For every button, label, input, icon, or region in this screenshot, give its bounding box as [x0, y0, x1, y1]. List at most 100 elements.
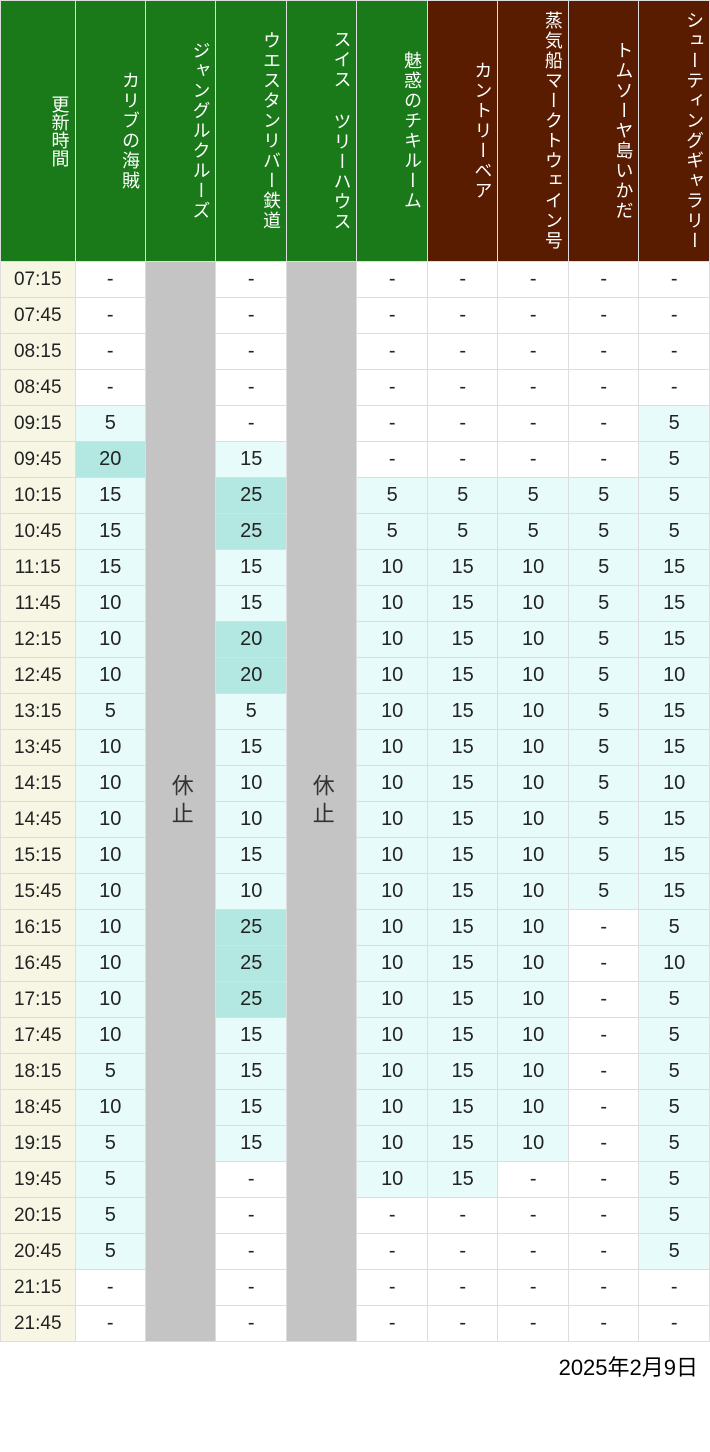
wait-cell: - [498, 370, 568, 406]
wait-cell: 15 [216, 586, 286, 622]
wait-cell: 10 [498, 874, 568, 910]
wait-cell: 10 [75, 766, 145, 802]
time-cell: 13:45 [1, 730, 76, 766]
wait-cell: - [568, 370, 638, 406]
wait-cell: 15 [75, 550, 145, 586]
wait-cell: - [568, 442, 638, 478]
wait-cell: 15 [427, 730, 497, 766]
wait-cell: 20 [216, 622, 286, 658]
wait-cell: 10 [498, 694, 568, 730]
wait-cell: 5 [75, 1234, 145, 1270]
wait-cell: - [427, 406, 497, 442]
wait-cell: 10 [75, 1090, 145, 1126]
wait-cell: 15 [427, 1090, 497, 1126]
wait-cell: - [75, 370, 145, 406]
wait-cell: - [568, 406, 638, 442]
wait-cell: - [568, 1270, 638, 1306]
column-header-shooting: シューティングギャラリー [639, 1, 710, 262]
time-cell: 07:15 [1, 262, 76, 298]
wait-cell: 10 [357, 766, 427, 802]
wait-cell: - [568, 910, 638, 946]
wait-cell: 15 [427, 802, 497, 838]
wait-cell: 10 [498, 1090, 568, 1126]
wait-cell: 10 [639, 766, 710, 802]
wait-cell: 25 [216, 982, 286, 1018]
wait-cell: - [568, 946, 638, 982]
wait-cell: 15 [427, 1018, 497, 1054]
column-header-tiki: 魅惑のチキルーム [357, 1, 427, 262]
wait-cell: 15 [427, 838, 497, 874]
wait-cell: 15 [216, 838, 286, 874]
wait-cell: - [568, 982, 638, 1018]
wait-cell: 10 [216, 766, 286, 802]
time-cell: 11:15 [1, 550, 76, 586]
wait-cell: 15 [427, 874, 497, 910]
wait-cell: 15 [216, 442, 286, 478]
wait-cell: - [357, 262, 427, 298]
time-cell: 20:45 [1, 1234, 76, 1270]
wait-cell: 5 [75, 406, 145, 442]
wait-cell: 5 [357, 478, 427, 514]
column-header-caribbean: カリブの海賊 [75, 1, 145, 262]
header-row: 更新時間カリブの海賊ジャングルクルーズウエスタンリバー鉄道スイス ツリーハウス魅… [1, 1, 710, 262]
wait-cell: - [357, 1306, 427, 1342]
time-cell: 18:45 [1, 1090, 76, 1126]
wait-cell: - [568, 262, 638, 298]
wait-cell: - [427, 442, 497, 478]
wait-cell: 5 [639, 1126, 710, 1162]
wait-cell: 15 [427, 766, 497, 802]
wait-cell: 25 [216, 478, 286, 514]
wait-cell: 10 [75, 838, 145, 874]
time-cell: 19:15 [1, 1126, 76, 1162]
wait-cell: 10 [357, 838, 427, 874]
wait-cell: 10 [216, 874, 286, 910]
time-cell: 16:15 [1, 910, 76, 946]
wait-cell: 10 [357, 658, 427, 694]
time-cell: 21:45 [1, 1306, 76, 1342]
wait-cell: 5 [568, 730, 638, 766]
wait-cell: - [357, 1270, 427, 1306]
wait-cell: - [357, 1234, 427, 1270]
time-cell: 08:45 [1, 370, 76, 406]
wait-cell: 15 [639, 802, 710, 838]
time-cell: 09:15 [1, 406, 76, 442]
footer-date: 2025年2月9日 [0, 1342, 710, 1386]
wait-cell: 10 [357, 910, 427, 946]
wait-cell: 15 [427, 694, 497, 730]
wait-cell: 10 [498, 802, 568, 838]
wait-cell: 10 [357, 874, 427, 910]
wait-cell: 5 [75, 1162, 145, 1198]
wait-cell: - [427, 1306, 497, 1342]
wait-cell: 15 [216, 1054, 286, 1090]
wait-cell: - [498, 1234, 568, 1270]
wait-cell: - [216, 262, 286, 298]
wait-cell: 15 [639, 586, 710, 622]
wait-cell: - [568, 334, 638, 370]
time-cell: 13:15 [1, 694, 76, 730]
wait-cell: - [639, 1306, 710, 1342]
wait-cell: 15 [427, 1126, 497, 1162]
wait-cell: - [568, 1126, 638, 1162]
wait-cell: - [427, 370, 497, 406]
wait-cell: - [498, 1270, 568, 1306]
wait-cell: 15 [639, 550, 710, 586]
time-cell: 08:15 [1, 334, 76, 370]
wait-cell: 5 [75, 1054, 145, 1090]
wait-cell: - [357, 406, 427, 442]
wait-cell: 10 [357, 730, 427, 766]
wait-cell: - [568, 1198, 638, 1234]
wait-cell: 10 [75, 802, 145, 838]
wait-cell: 10 [639, 658, 710, 694]
table-body: 07:15-休止-休止-----07:45-------08:15-------… [1, 262, 710, 1342]
wait-cell: 5 [568, 478, 638, 514]
wait-cell: - [498, 1306, 568, 1342]
wait-cell: 10 [357, 1126, 427, 1162]
wait-cell: 10 [498, 622, 568, 658]
time-cell: 11:45 [1, 586, 76, 622]
wait-cell: 10 [357, 1162, 427, 1198]
closed-cell-swiss: 休止 [286, 262, 356, 1342]
wait-cell: 10 [357, 622, 427, 658]
wait-cell: - [498, 1162, 568, 1198]
wait-cell: - [568, 1234, 638, 1270]
wait-cell: 5 [498, 478, 568, 514]
